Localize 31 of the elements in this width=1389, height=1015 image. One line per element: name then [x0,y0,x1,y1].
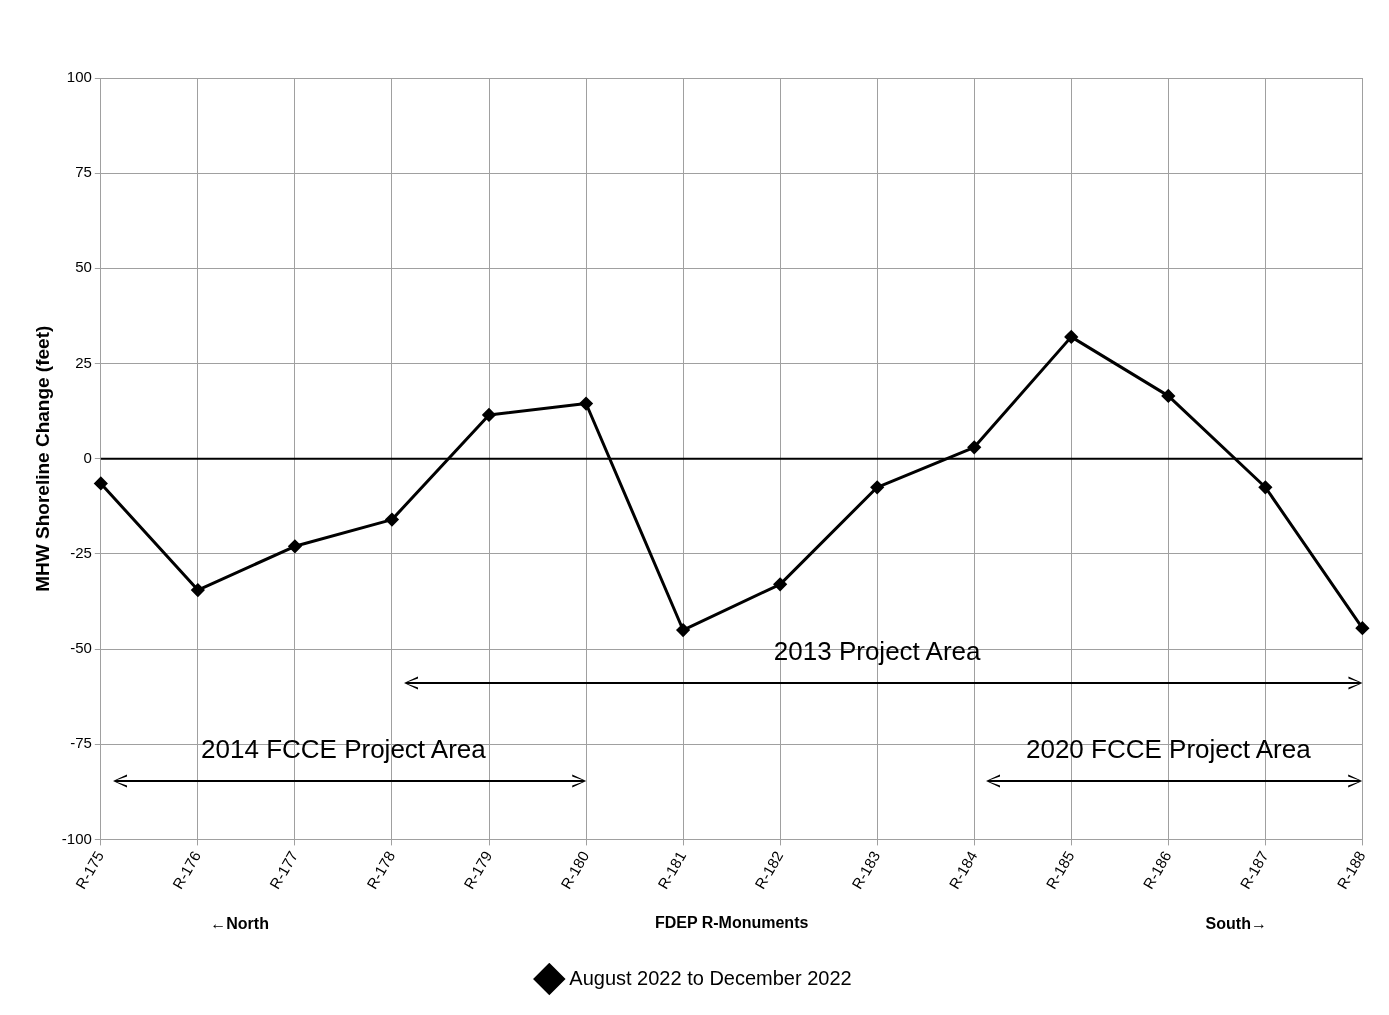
point [1064,330,1078,344]
y-tick-label: -25 [70,544,92,562]
y-tick-label: -75 [70,734,92,752]
y-tick-label: 75 [75,163,92,181]
annotation: 2020 FCCE Project Area [1025,733,1312,764]
point [773,577,787,591]
y-axis-title: MHW Shoreline Change (feet) [31,325,53,592]
annotation: 2014 FCCE Project Area [201,733,487,764]
x-axis-title: FDEP R-Monuments [654,913,809,931]
point [385,513,399,527]
y-tick-label: 50 [75,258,92,276]
point [94,476,108,490]
point [482,408,496,422]
text: South→ [1205,915,1267,933]
point [676,623,690,637]
y-tick-label: -100 [61,829,92,847]
y-tick-label: -50 [70,639,92,657]
point [579,397,593,411]
y-tick-label: 0 [83,448,92,466]
point [967,440,981,454]
y-tick-label: 25 [75,353,92,371]
legend-label: August 2022 to December 2022 [569,966,852,989]
text: ←North [210,915,269,933]
annotation: 2013 Project Area [773,635,982,666]
point [1161,389,1175,403]
point [1355,621,1369,635]
point [288,539,302,553]
point [1258,480,1272,494]
point [191,583,205,597]
point [870,480,884,494]
y-tick-label: 100 [66,68,92,86]
